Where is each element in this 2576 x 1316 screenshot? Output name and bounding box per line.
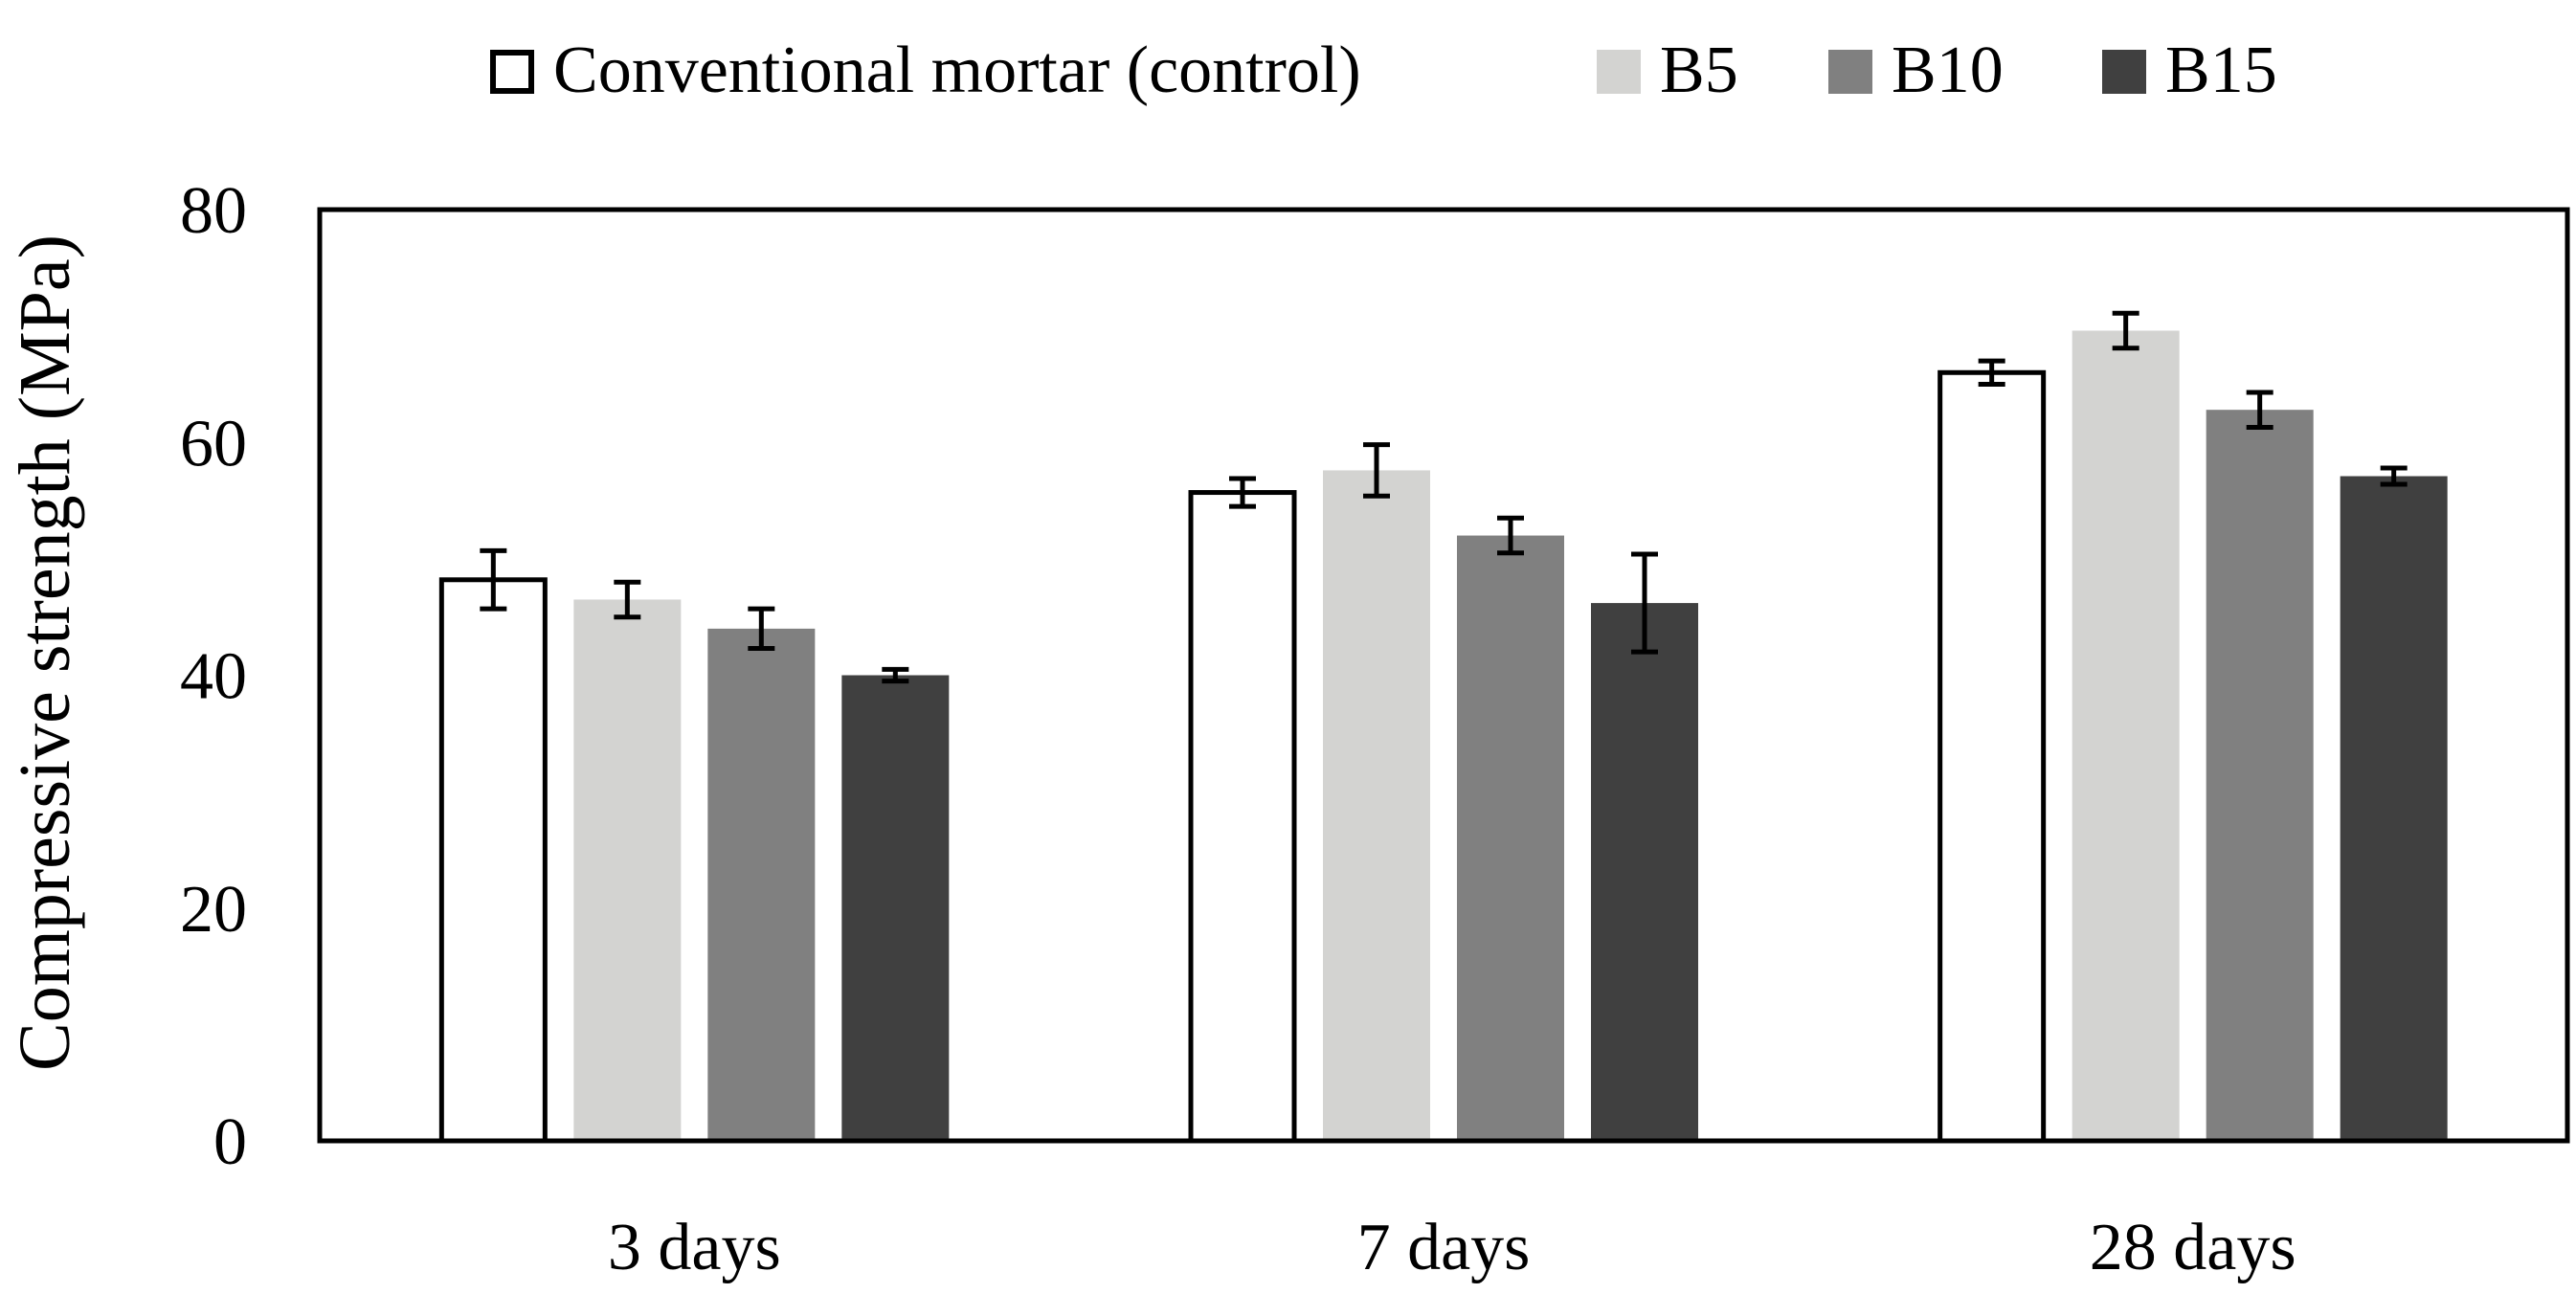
bar-b5-28-days: [2072, 330, 2180, 1141]
y-tick-label: 60: [180, 407, 247, 480]
bar-conventional-28-days: [1938, 369, 2047, 1144]
x-tick-label: 28 days: [2090, 1211, 2296, 1284]
y-axis-title: Compressive strength (MPa): [5, 234, 85, 1071]
legend-item: B5: [1597, 33, 1738, 107]
legend-item: B10: [1828, 33, 2004, 107]
y-tick-label: 40: [180, 640, 247, 714]
bar-b15-3-days: [841, 675, 950, 1141]
x-tick-label: 7 days: [1357, 1211, 1531, 1284]
legend-label: B5: [1660, 33, 1738, 107]
error-bar: [1363, 442, 1390, 499]
y-tick-label: 0: [213, 1105, 247, 1179]
bar-b5-3-days: [573, 599, 682, 1141]
y-tick-label: 20: [180, 873, 247, 947]
legend-swatch: [2102, 50, 2146, 94]
legend-label: Conventional mortar (control): [553, 33, 1361, 107]
error-bar: [748, 606, 775, 652]
legend-item: Conventional mortar (control): [490, 33, 1361, 107]
x-tick-label: 3 days: [608, 1211, 781, 1284]
bar-b10-28-days: [2206, 410, 2314, 1141]
legend-swatch: [1597, 50, 1641, 94]
legend: Conventional mortar (control) B5 B10 B15: [490, 33, 2277, 107]
bar-b10-3-days: [707, 628, 816, 1141]
legend-swatch: [490, 50, 534, 94]
error-bar: [1631, 551, 1658, 655]
error-bar: [614, 579, 641, 620]
error-bar: [1497, 515, 1524, 556]
bar-b15-28-days: [2340, 476, 2448, 1141]
y-axis-ticks: 0 20 40 60 80: [180, 174, 247, 1179]
bar-conventional-7-days: [1188, 490, 1297, 1144]
error-bar: [2380, 465, 2408, 487]
plot-frame: [317, 207, 2570, 1144]
bar-conventional-3-days: [438, 577, 548, 1144]
bar-b10-7-days: [1457, 535, 1564, 1141]
error-bar: [882, 666, 909, 684]
error-bars: [480, 310, 2408, 684]
error-bar: [480, 547, 507, 612]
error-bar: [1229, 476, 1256, 509]
bars: [438, 330, 2448, 1144]
bar-b15-7-days: [1591, 603, 1698, 1141]
error-bar: [2112, 310, 2139, 351]
legend-label: B15: [2165, 33, 2277, 107]
bar-b5-7-days: [1323, 470, 1430, 1141]
legend-swatch: [1828, 50, 1872, 94]
legend-item: B15: [2102, 33, 2277, 107]
x-axis-labels: 3 days 7 days 28 days: [608, 1211, 2296, 1284]
error-bar: [2246, 390, 2274, 430]
legend-label: B10: [1892, 33, 2004, 107]
y-tick-label: 80: [180, 174, 247, 248]
error-bar: [1978, 358, 2005, 387]
